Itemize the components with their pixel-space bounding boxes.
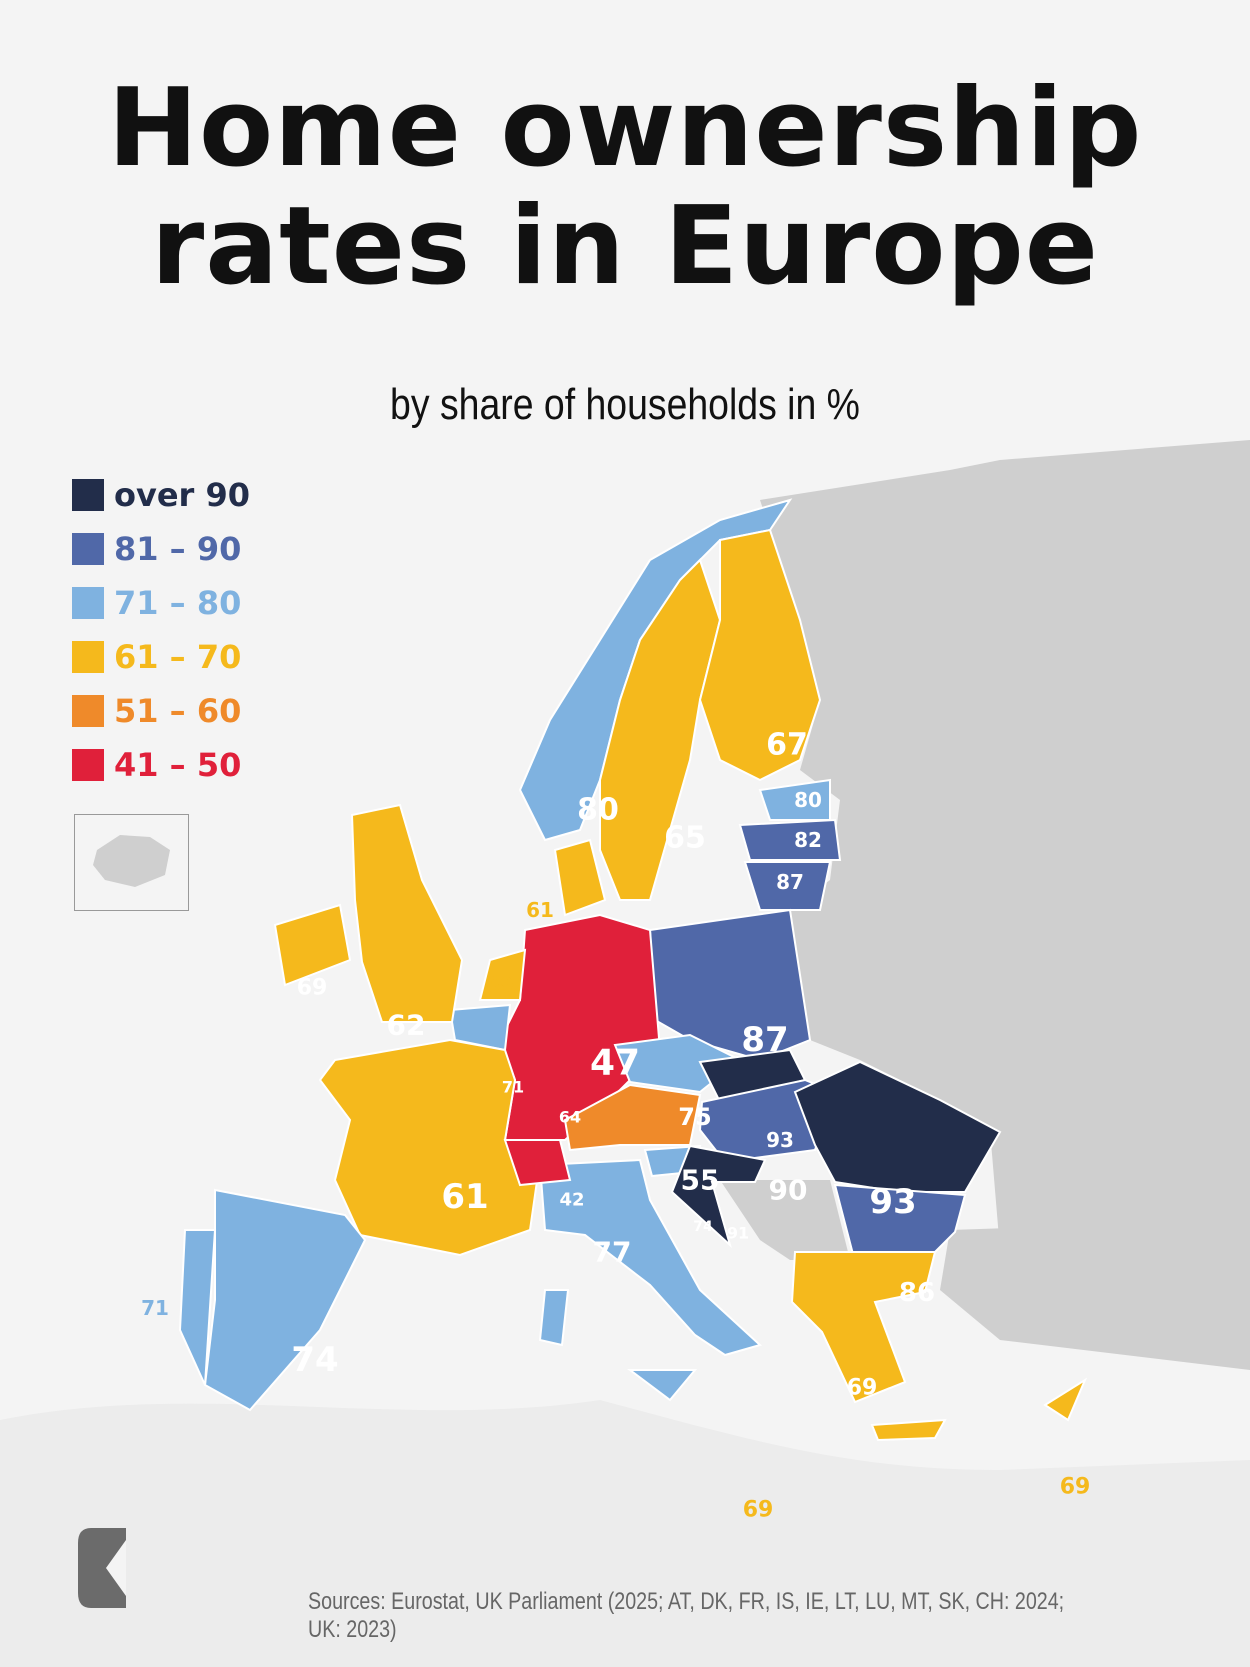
- legend-swatch: [72, 533, 104, 565]
- label-malta: 69: [742, 1497, 774, 1523]
- label-bulgaria: 86: [898, 1278, 936, 1308]
- label-croatia: 91: [726, 1223, 750, 1243]
- country-italy: [538, 1158, 762, 1357]
- country-crete: [870, 1418, 947, 1442]
- country-croatia: [670, 1144, 767, 1249]
- label-france: 61: [441, 1177, 489, 1217]
- label-hungary: 90: [768, 1173, 808, 1207]
- legend-label: over 90: [114, 476, 250, 514]
- country-spain: [203, 1188, 367, 1412]
- label-spain: 74: [291, 1340, 339, 1380]
- iceland-inset: [74, 814, 189, 911]
- country-sicily: [627, 1369, 698, 1402]
- legend-item: 61 – 70: [72, 630, 250, 684]
- publisher-logo: [76, 1528, 126, 1613]
- label-switzerland: 42: [559, 1189, 585, 1211]
- country-romania: [793, 1060, 1002, 1193]
- label-sweden: 65: [664, 820, 706, 856]
- legend-label: 71 – 80: [114, 584, 242, 622]
- legend-swatch: [72, 587, 104, 619]
- label-belgium: 71: [501, 1077, 525, 1097]
- label-romania: 93: [869, 1182, 917, 1222]
- country-bulgaria: [833, 1183, 967, 1263]
- legend-label: 41 – 50: [114, 746, 242, 784]
- russia-ukraine-belarus: [760, 440, 1250, 1300]
- legend-swatch: [72, 479, 104, 511]
- label-finland: 67: [766, 727, 808, 763]
- north-africa: [0, 1400, 1250, 1667]
- label-norway: 80: [577, 792, 619, 828]
- title-line-2: rates in Europe: [150, 184, 1100, 309]
- label-austria: 55: [680, 1163, 720, 1197]
- country-uk: [350, 803, 464, 1023]
- sources-note: Sources: Eurostat, UK Parliament (2025; …: [308, 1588, 1065, 1643]
- legend-item: 51 – 60: [72, 684, 250, 738]
- label-slovenia: 74: [693, 1219, 713, 1235]
- country-france: [318, 1038, 542, 1257]
- page-title: Home ownership rates in Europe: [0, 70, 1250, 306]
- legend-item: 41 – 50: [72, 738, 250, 792]
- country-sardinia: [538, 1289, 570, 1347]
- country-denmark: [553, 838, 607, 917]
- legend-swatch: [72, 695, 104, 727]
- label-ireland: 69: [296, 975, 328, 1001]
- legend-label: 51 – 60: [114, 692, 242, 730]
- country-netherlands: [478, 948, 527, 1001]
- legend-swatch: [72, 749, 104, 781]
- label-estonia: 80: [794, 788, 822, 812]
- label-poland: 87: [741, 1020, 789, 1060]
- label-uk: 62: [386, 1008, 426, 1042]
- legend-item: over 90: [72, 468, 250, 522]
- country-finland: [698, 528, 822, 782]
- balkans-gray: [720, 1180, 850, 1260]
- label-denmark: 61: [526, 898, 554, 922]
- country-switzerland: [503, 1139, 572, 1187]
- legend-item: 71 – 80: [72, 576, 250, 630]
- country-ireland: [273, 903, 352, 987]
- logo-e-icon: [78, 1528, 126, 1608]
- title-line-1: Home ownership: [107, 66, 1143, 191]
- legend: over 90 81 – 90 71 – 80 61 – 70 51 – 60 …: [72, 468, 250, 792]
- label-slovakia: 93: [766, 1128, 794, 1152]
- subtitle: by share of households in %: [390, 380, 860, 429]
- label-greece: 69: [846, 1375, 878, 1401]
- label-cyprus: 69: [1059, 1474, 1091, 1500]
- label-czechia: 75: [678, 1103, 712, 1131]
- country-latvia: [738, 818, 842, 861]
- label-luxembourg: 64: [558, 1107, 582, 1127]
- legend-item: 81 – 90: [72, 522, 250, 576]
- legend-label: 61 – 70: [114, 638, 242, 676]
- country-portugal: [178, 1229, 217, 1386]
- turkey: [940, 1220, 1250, 1370]
- legend-swatch: [72, 641, 104, 673]
- iceland-shape: [93, 835, 170, 887]
- label-lithuania: 87: [776, 870, 804, 894]
- label-portugal: 71: [141, 1296, 169, 1320]
- country-greece: [790, 1251, 937, 1404]
- legend-label: 81 – 90: [114, 530, 242, 568]
- label-germany: 47: [589, 1042, 641, 1084]
- label-latvia: 82: [794, 828, 822, 852]
- label-netherlands: 69: [486, 973, 514, 997]
- country-cyprus: [1043, 1377, 1088, 1422]
- country-lithuania: [743, 861, 832, 911]
- label-italy: 77: [592, 1235, 632, 1269]
